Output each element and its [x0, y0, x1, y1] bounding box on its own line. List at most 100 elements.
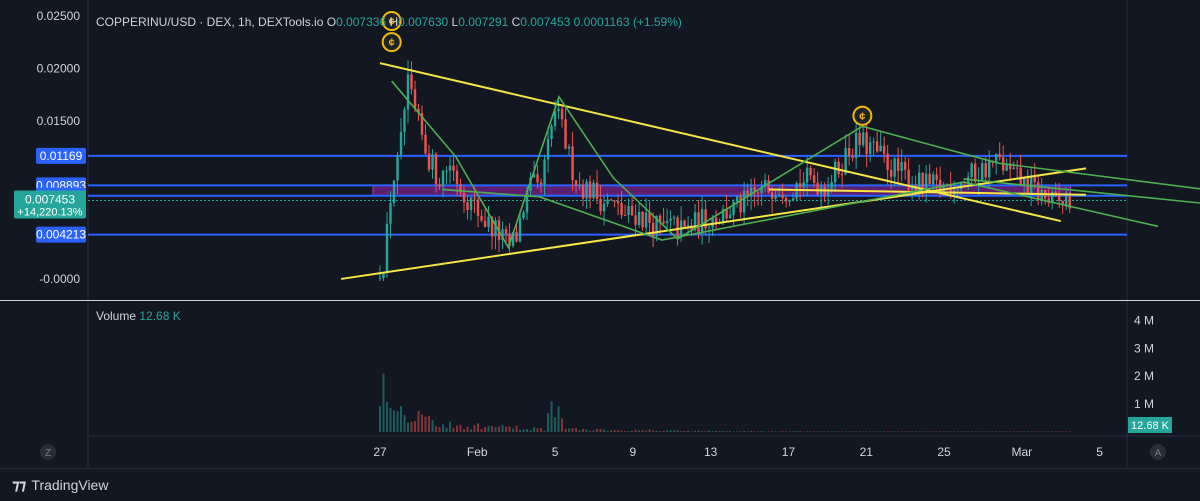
volume-bar: [834, 431, 836, 432]
volume-bar: [953, 431, 955, 432]
candle-body: [452, 166, 454, 171]
volume-bar: [848, 431, 850, 432]
volume-bar: [992, 431, 994, 432]
volume-bar: [586, 430, 588, 432]
candle-body: [890, 170, 892, 177]
candle-body: [484, 221, 486, 227]
volume-bar: [526, 429, 528, 432]
volume-bar: [425, 417, 427, 432]
candle-body: [585, 182, 587, 199]
volume-bar: [1020, 431, 1022, 432]
volume-bar: [439, 427, 441, 432]
candle-body: [477, 199, 479, 215]
candle-body: [652, 223, 654, 236]
volume-bar: [488, 426, 490, 432]
candle-body: [407, 74, 409, 109]
volume-bar: [887, 431, 889, 432]
line-price-tag-label: 0.004213: [36, 228, 86, 242]
candle-body: [666, 221, 668, 223]
volume-bar: [866, 431, 868, 432]
volume-bar: [418, 411, 420, 432]
candle-body: [575, 180, 577, 186]
volume-bar: [946, 431, 948, 432]
a-button-label: A: [1155, 448, 1162, 459]
volume-bar: [614, 430, 616, 432]
candle-body: [571, 147, 573, 181]
candle-body: [872, 141, 874, 142]
candle-body: [389, 203, 391, 224]
candle-body: [620, 203, 622, 215]
candle-body: [617, 201, 619, 203]
volume-bar: [922, 431, 924, 432]
candle-body: [603, 204, 605, 211]
volume-bar: [803, 431, 805, 432]
candle-body: [578, 185, 580, 186]
volume-bar: [964, 431, 966, 432]
candle-body: [862, 132, 864, 145]
volume-bar: [575, 428, 577, 432]
volume-bar: [568, 429, 570, 432]
volume-bar: [841, 431, 843, 432]
candle-body: [757, 192, 759, 193]
volume-bar: [743, 431, 745, 432]
last-price-tag-label: 0.007453: [25, 192, 75, 206]
candle-body: [431, 154, 433, 169]
candle-body: [487, 217, 489, 227]
volume-bar: [701, 431, 703, 432]
candle-body: [834, 162, 836, 182]
volume-bar: [579, 430, 581, 432]
volume-legend-label: Volume: [96, 309, 139, 323]
candle-body: [974, 164, 976, 182]
volume-bar: [771, 431, 773, 432]
volume-bar: [470, 429, 472, 432]
volume-bar: [558, 406, 560, 432]
time-tick-label: 13: [704, 445, 718, 459]
volume-bar: [680, 431, 682, 432]
volume-bar: [404, 415, 406, 432]
volume-bar: [428, 416, 430, 432]
candle-body: [550, 126, 552, 139]
time-tick-label: 27: [373, 445, 387, 459]
volume-tick-label: 3 M: [1134, 341, 1154, 355]
volume-bar: [967, 431, 969, 432]
volume-bar: [768, 431, 770, 432]
tradingview-logo[interactable]: ⁊⁊ TradingView: [12, 476, 108, 494]
volume-bar: [918, 431, 920, 432]
candle-body: [589, 182, 591, 199]
price-tick-label: 0.02500: [37, 9, 81, 23]
legend-change: 0.0001163 (+1.59%): [574, 15, 682, 29]
candle-body: [767, 180, 769, 192]
line-price-tag-label: 0.01169: [40, 149, 83, 163]
candle-body: [557, 109, 559, 111]
volume-bar: [929, 431, 931, 432]
candle-body: [708, 228, 710, 229]
volume-bar: [393, 410, 395, 432]
legend-c-value: 0.007453: [520, 15, 573, 29]
volume-bar: [621, 431, 623, 432]
volume-bar: [635, 430, 637, 432]
volume-bar: [397, 411, 399, 432]
candle-body: [837, 162, 839, 174]
candle-body: [673, 218, 675, 219]
volume-bar: [1006, 431, 1008, 432]
volume-bar: [628, 431, 630, 432]
volume-bar: [750, 431, 752, 432]
candle-body: [869, 142, 871, 154]
candle-body: [771, 192, 773, 198]
candle-body: [543, 159, 545, 184]
volume-bar: [677, 430, 679, 432]
candle-body: [841, 174, 843, 175]
volume-bar: [960, 431, 962, 432]
volume-bar: [747, 431, 749, 432]
candle-body: [998, 154, 1000, 158]
volume-bar: [981, 431, 983, 432]
volume-bar: [645, 431, 647, 432]
candle-body: [1012, 168, 1014, 169]
volume-bar: [904, 431, 906, 432]
volume-legend-value: 12.68 K: [139, 309, 180, 323]
candle-body: [662, 221, 664, 223]
z-button: Z: [40, 444, 56, 460]
volume-bar: [1013, 431, 1015, 432]
